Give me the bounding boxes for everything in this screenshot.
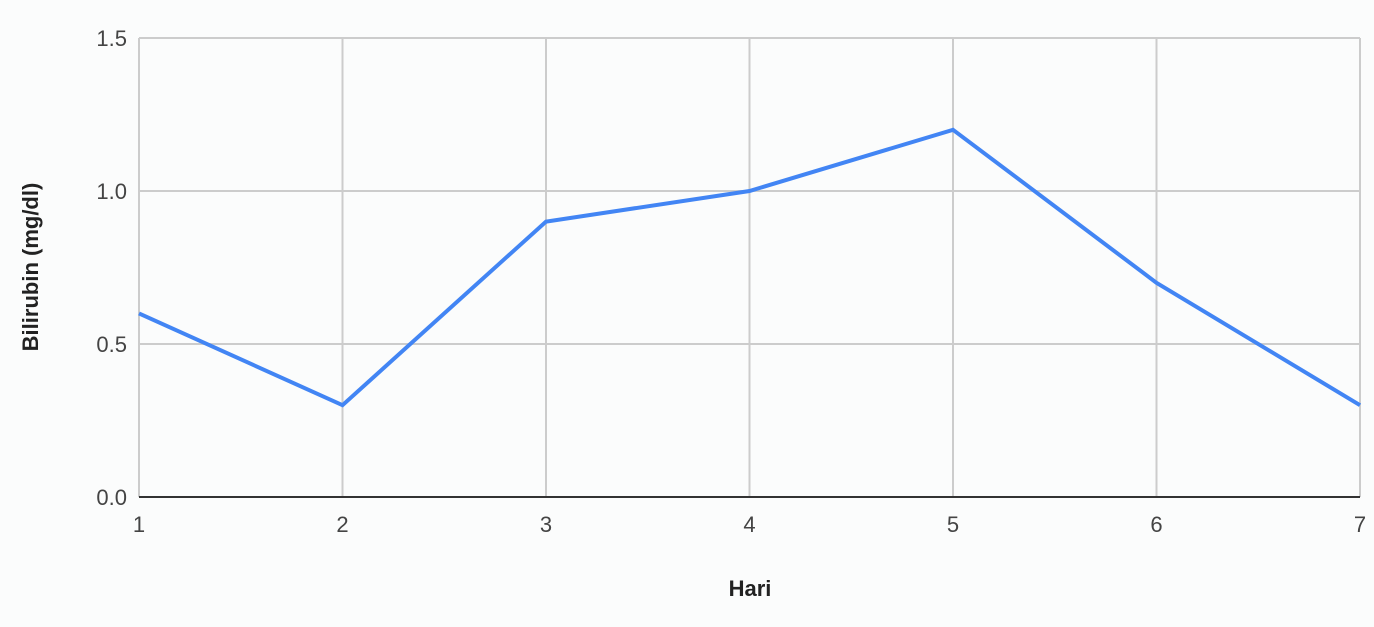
x-tick-label: 2 (336, 512, 348, 537)
y-axis-title: Bilirubin (mg/dl) (18, 183, 43, 352)
x-tick-label: 4 (743, 512, 755, 537)
x-tick-label: 3 (540, 512, 552, 537)
label-layer: 0.0 0.5 1.0 1.5 1 2 3 4 5 6 7 (96, 26, 1366, 537)
x-axis-title: Hari (729, 576, 772, 601)
y-tick-label: 1.5 (96, 26, 127, 51)
x-tick-label: 7 (1354, 512, 1366, 537)
grid-layer (139, 38, 1360, 497)
y-tick-label: 0.0 (96, 485, 127, 510)
y-tick-label: 0.5 (96, 332, 127, 357)
x-tick-label: 1 (133, 512, 145, 537)
x-tick-label: 6 (1150, 512, 1162, 537)
x-tick-label: 5 (947, 512, 959, 537)
y-tick-label: 1.0 (96, 179, 127, 204)
